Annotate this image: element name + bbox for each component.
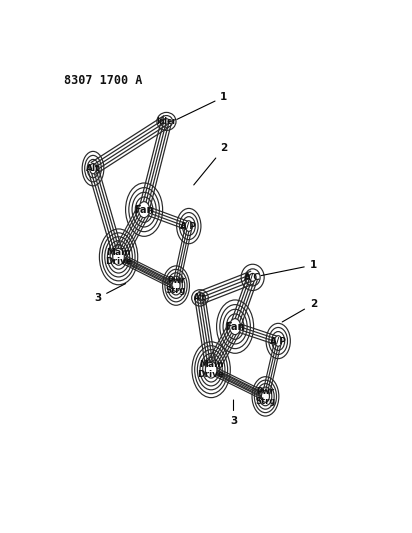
Ellipse shape <box>138 201 150 217</box>
Text: Alt: Alt <box>86 164 100 173</box>
Text: Alt: Alt <box>194 293 206 302</box>
Ellipse shape <box>197 295 202 301</box>
Text: Main
Drive: Main Drive <box>198 360 225 379</box>
Ellipse shape <box>274 336 282 346</box>
Text: 8307 1700 A: 8307 1700 A <box>64 74 143 87</box>
Text: 2: 2 <box>282 299 317 322</box>
Text: Fan: Fan <box>225 321 245 332</box>
Ellipse shape <box>113 248 124 265</box>
Text: 3: 3 <box>230 400 237 426</box>
Ellipse shape <box>172 280 180 292</box>
Text: 1: 1 <box>261 260 317 276</box>
Text: Main
Drive: Main Drive <box>105 247 132 266</box>
Ellipse shape <box>185 221 192 231</box>
Text: A/C: A/C <box>244 273 261 282</box>
Ellipse shape <box>164 119 169 124</box>
Text: A/P: A/P <box>180 222 197 231</box>
Text: Pwr
Strg: Pwr Strg <box>166 276 186 295</box>
Text: 3: 3 <box>94 284 126 303</box>
Ellipse shape <box>249 273 256 281</box>
Ellipse shape <box>90 164 96 174</box>
Text: 1: 1 <box>177 92 227 119</box>
Text: 2: 2 <box>194 143 227 185</box>
Text: Pwr
Strg: Pwr Strg <box>255 387 276 406</box>
Ellipse shape <box>206 361 217 378</box>
Text: Fan: Fan <box>134 205 154 215</box>
Text: Idler: Idler <box>157 117 176 126</box>
Text: A/P: A/P <box>270 336 287 345</box>
Ellipse shape <box>229 319 241 335</box>
Ellipse shape <box>261 391 269 402</box>
